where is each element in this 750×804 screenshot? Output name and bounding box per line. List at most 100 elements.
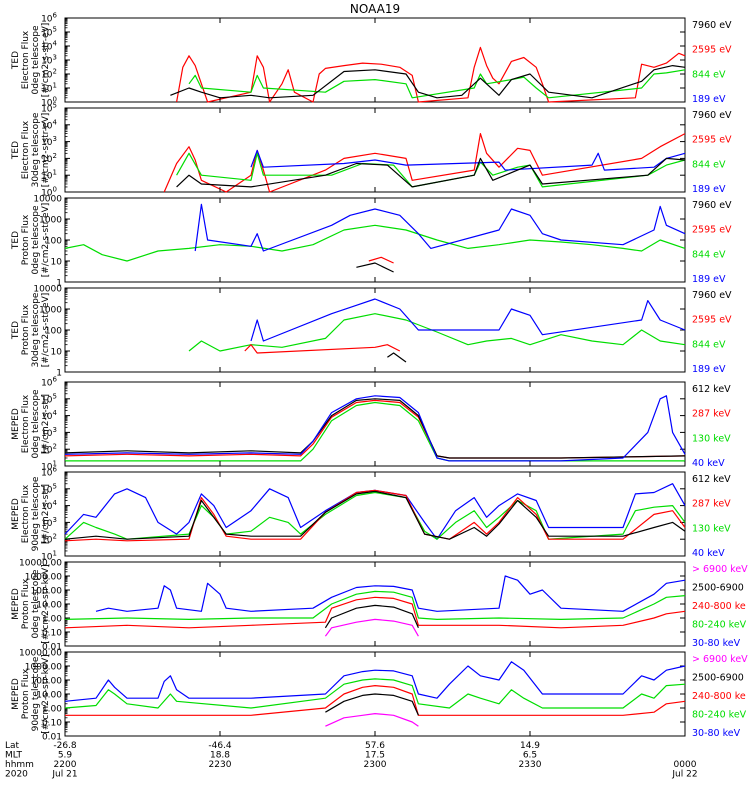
legend-entry: > 6900 keV <box>692 564 748 575</box>
legend-entry: 844 eV <box>692 159 726 170</box>
x-tick-label: 6.5 <box>523 751 537 761</box>
y-axis-label-line: 0deg telescope <box>31 569 41 639</box>
x-row-label: MLT <box>5 751 23 761</box>
series-line-red <box>176 46 686 103</box>
y-axis-label-line: 30deg telescope <box>31 292 41 367</box>
y-axis-label-line: Electron Flux <box>21 394 31 453</box>
series-line-red <box>65 684 686 716</box>
series-line-green <box>64 491 686 540</box>
y-axis-label-line: TED <box>11 231 21 250</box>
legend-entry: 612 keV <box>692 384 731 395</box>
y-axis-label-line: Proton Flux <box>21 668 31 719</box>
y-tick-label: 106 <box>41 466 57 479</box>
y-tick-label: 103 <box>41 135 57 148</box>
legend-entry: 844 eV <box>692 249 726 260</box>
y-axis-label-line: Proton Flux <box>21 304 31 355</box>
legend-entry: 80-240 keV <box>692 710 747 721</box>
y-axis-label-line: [#/cm2-s-str-keV] <box>41 654 51 733</box>
y-tick-label: 106 <box>41 376 57 389</box>
y-axis-label-line: 0deg telescope <box>31 25 41 95</box>
series-line-magenta <box>325 712 419 727</box>
y-axis-label-line: MEPED <box>11 498 21 530</box>
legend-entry: 30-80 keV <box>692 638 741 649</box>
x-tick-label: 17.5 <box>365 751 385 761</box>
x-tick-label: 14.9 <box>520 741 540 751</box>
y-tick-label: 100.00 <box>31 677 63 687</box>
y-axis-label-line: [#/cm2-s-str-eV] <box>41 293 51 368</box>
y-axis-label-line: MEPED <box>11 408 21 440</box>
y-tick-label: 100 <box>45 327 62 337</box>
y-axis-label-line: [#/cm2-s-str-eV] <box>41 23 51 98</box>
series-line-red <box>64 596 686 629</box>
legend-entry: 30-80 keV <box>692 728 741 739</box>
y-tick-label: 100 <box>45 237 62 247</box>
legend-entry: 189 eV <box>692 274 726 285</box>
series-line-blue <box>64 395 686 462</box>
y-axis-label-line: 90deg telescope <box>31 476 41 551</box>
legend-entry: 7960 eV <box>692 110 732 121</box>
legend-entry: 287 keV <box>692 409 731 420</box>
chart-title: NOAA19 <box>350 2 400 16</box>
y-axis-label-line: Electron Flux <box>21 30 31 89</box>
x-tick-label: 0000 <box>674 760 697 770</box>
panel-frame <box>64 197 686 283</box>
y-tick-label: 10000 <box>33 285 62 295</box>
y-tick-label: 0.10 <box>42 629 62 639</box>
y-tick-label: 106 <box>41 12 57 25</box>
y-tick-label: 1000.00 <box>25 573 62 583</box>
legend-entry: 80-240 keV <box>692 620 747 631</box>
series-line-blue <box>250 149 686 171</box>
y-axis-label-line: 30deg telescope <box>31 112 41 187</box>
y-axis-label-line: Electron Flux <box>21 120 31 179</box>
y-tick-label: 102 <box>41 68 57 81</box>
y-axis-label-line: TED <box>11 321 21 340</box>
y-axis-label-line: [#/cm2-s-str-eV] <box>41 203 51 278</box>
y-axis-label-line: 90deg telescope <box>31 656 41 731</box>
series-line-green <box>64 590 686 621</box>
y-tick-label: 10 <box>51 348 63 358</box>
legend-entry: 40 keV <box>692 458 725 469</box>
legend-entry: 240-800 ke <box>692 601 746 612</box>
y-axis-label-line: Proton Flux <box>21 214 31 265</box>
legend-entry: 130 keV <box>692 433 731 444</box>
y-axis-label-line: [#/cm2-s-str-eV] <box>41 113 51 188</box>
series-line-red <box>244 344 401 354</box>
y-tick-label: 10.00 <box>36 601 62 611</box>
legend-entry: 189 eV <box>692 94 726 105</box>
x-tick-label: 2200 <box>54 760 77 770</box>
y-tick-label: 103 <box>41 516 57 529</box>
panel-ted-proton-30deg: 1 10 100 1000 10000 TED Proton Flux 30deg teles… <box>11 285 732 379</box>
legend-entry: 7960 eV <box>692 290 732 301</box>
series-line-blue <box>64 483 686 540</box>
y-axis-label-line: 0deg telescope <box>31 389 41 459</box>
x-tick-label: 2230 <box>209 760 232 770</box>
x-tick-label: 5.9 <box>58 751 73 761</box>
legend-entry: 40 keV <box>692 548 725 559</box>
y-tick-label: 1000 <box>39 306 62 316</box>
legend-entry: 240-800 ke <box>692 691 746 702</box>
y-tick-label: 100.00 <box>31 587 63 597</box>
y-axis-label-line: [#/cm2-s-str] <box>41 484 51 544</box>
legend-entry: 2595 eV <box>692 135 732 146</box>
legend-entry: 612 keV <box>692 474 731 485</box>
y-tick-label: 101 <box>41 550 57 563</box>
y-tick-label: 102 <box>41 533 57 546</box>
y-tick-label: 105 <box>41 102 57 115</box>
x-tick-label: 2330 <box>519 760 542 770</box>
y-tick-label: 100 <box>41 186 57 199</box>
panel-frame <box>64 287 686 373</box>
legend-entry: 130 keV <box>692 523 731 534</box>
legend-entry: 2595 eV <box>692 315 732 326</box>
x-tick-label: -26.8 <box>53 741 77 751</box>
y-tick-label: 105 <box>41 392 57 405</box>
y-tick-label: 103 <box>41 426 57 439</box>
y-tick-label: 102 <box>41 443 57 456</box>
y-axis-label-line: Proton Flux <box>21 578 31 629</box>
legend-entry: > 6900 keV <box>692 654 748 665</box>
legend-entry: 287 keV <box>692 499 731 510</box>
series-line-black <box>387 352 407 363</box>
x-row-label: 2020 <box>5 770 28 780</box>
y-axis-label-line: [#/cm2-s-str-keV] <box>41 564 51 643</box>
panel-meped-proton-90deg: 0.01 0.10 1.00 10.00 100.00 1000.00 10000.00 ME… <box>11 649 748 743</box>
